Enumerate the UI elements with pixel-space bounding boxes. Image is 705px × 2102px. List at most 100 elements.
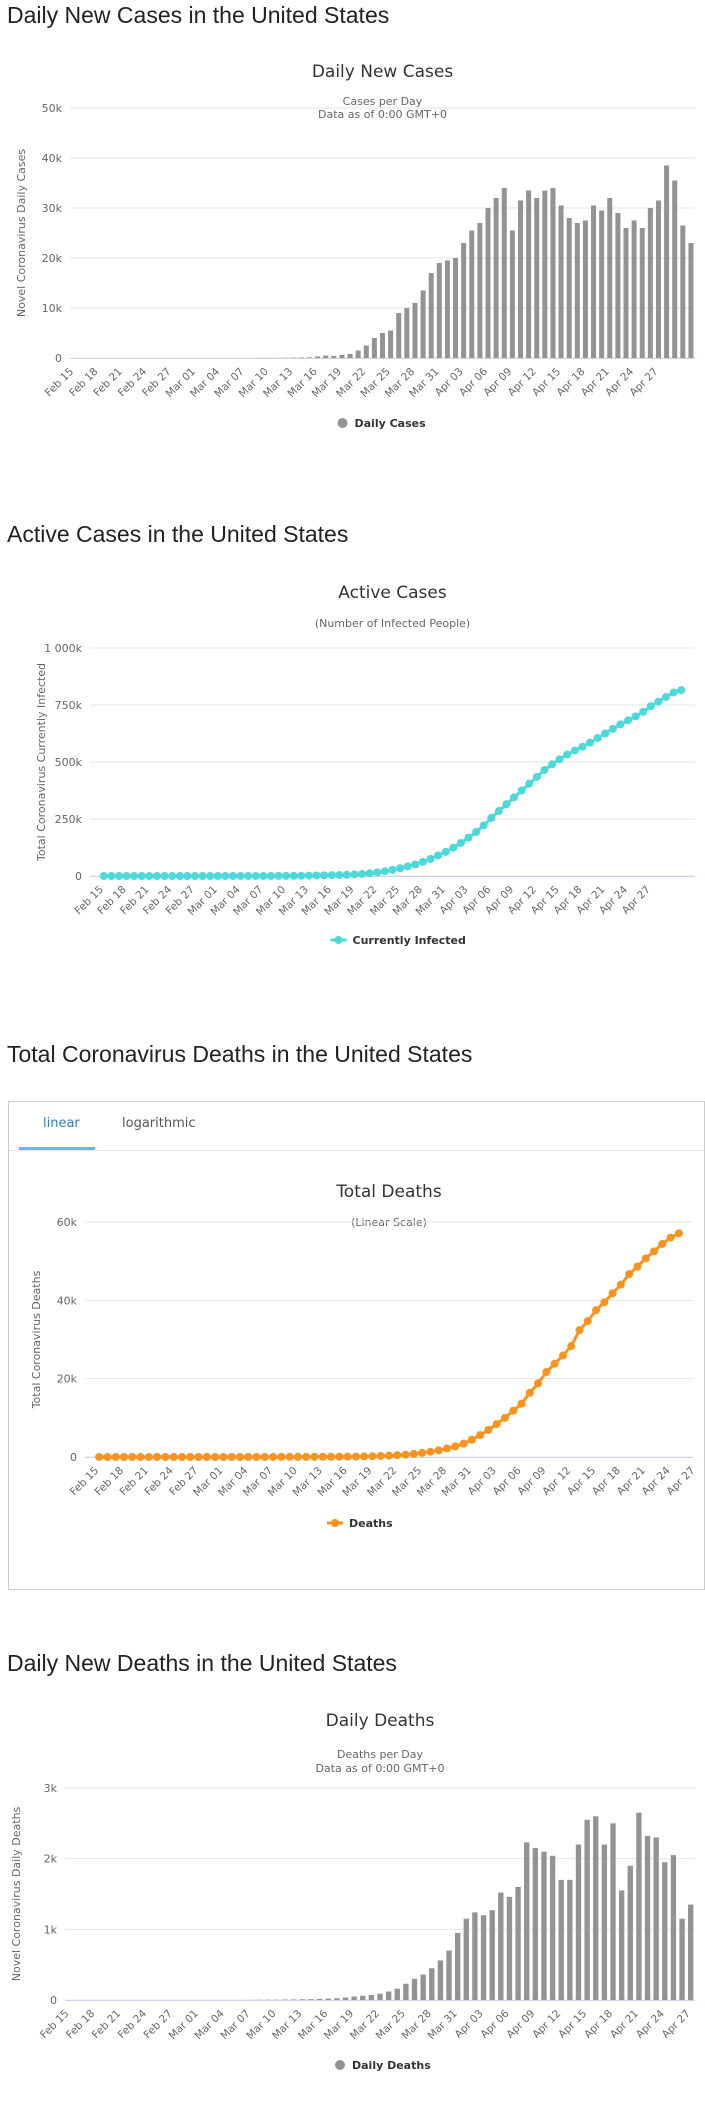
chart-subtitle: Data as of 0:00 GMT+0 <box>316 1762 445 1775</box>
data-point <box>252 1452 261 1461</box>
data-point <box>198 871 207 880</box>
bar <box>454 1932 461 2000</box>
bar <box>526 190 532 358</box>
data-point <box>476 1431 485 1440</box>
chart-title: Daily Deaths <box>326 1711 435 1731</box>
data-point <box>107 871 116 880</box>
data-point <box>99 871 108 880</box>
data-point <box>548 760 557 769</box>
y-axis-label: Novel Coronavirus Daily Cases <box>15 149 28 317</box>
data-point <box>426 1447 435 1456</box>
data-point <box>494 807 503 816</box>
data-point <box>555 755 564 764</box>
bar <box>593 1816 599 2000</box>
data-point <box>616 720 625 729</box>
data-point <box>442 1444 451 1453</box>
data-point <box>646 702 655 711</box>
bar <box>363 345 369 358</box>
bar <box>469 230 475 358</box>
data-point <box>293 1452 302 1461</box>
bar <box>394 1988 400 2000</box>
data-point <box>236 871 245 880</box>
tab-logarithmic[interactable]: logarithmic <box>122 1116 196 1131</box>
data-point <box>219 1453 228 1461</box>
chart-title: Total Deaths <box>335 1182 442 1202</box>
data-point <box>202 1453 211 1461</box>
data-point <box>401 1450 410 1459</box>
y-tick-label: 20k <box>42 252 63 265</box>
data-point <box>111 1453 120 1461</box>
y-tick-label: 1k <box>44 1923 58 1936</box>
data-point <box>194 1453 203 1461</box>
bar <box>493 198 499 358</box>
data-point <box>641 1254 650 1263</box>
y-tick-label: 1 000k <box>44 642 82 655</box>
bar <box>463 1918 469 2000</box>
bar <box>582 220 588 358</box>
bar <box>347 354 353 358</box>
data-point <box>160 871 169 880</box>
data-point <box>631 712 640 721</box>
x-tick-label: Mar 31 <box>425 2008 459 2042</box>
y-axis-label: Total Coronavirus Currently Infected <box>35 663 48 862</box>
data-point <box>662 693 671 702</box>
data-point <box>168 871 177 880</box>
data-point <box>376 1451 385 1460</box>
data-point <box>525 1388 534 1397</box>
data-point <box>358 869 367 878</box>
bar <box>550 188 556 358</box>
data-point <box>467 1435 476 1444</box>
tab-linear[interactable]: linear <box>43 1116 80 1131</box>
data-point <box>558 1351 567 1360</box>
bar <box>298 357 304 358</box>
bar <box>575 1844 582 2000</box>
y-axis-label: Total Coronavirus Deaths <box>30 1270 43 1409</box>
data-point <box>403 862 412 871</box>
data-point <box>418 1448 427 1457</box>
bar <box>610 1823 616 2000</box>
data-point <box>368 1452 377 1461</box>
data-point <box>517 786 526 795</box>
data-point <box>285 1452 294 1461</box>
data-point <box>282 871 291 880</box>
data-point <box>259 871 268 880</box>
daily-cases-section-title: Daily New Cases in the United States <box>7 2 390 28</box>
bar <box>334 1998 340 2000</box>
bar <box>517 200 524 358</box>
bar <box>342 1997 349 2000</box>
total-deaths-chart: Total Deaths(Linear Scale)020k40k60kTota… <box>30 1182 698 1530</box>
scale-tabs: linear logarithmic <box>9 1102 704 1151</box>
bar <box>323 355 329 358</box>
bar <box>549 1855 556 2000</box>
y-tick-label: 10k <box>42 302 63 315</box>
legend-label: Currently Infected <box>353 934 466 947</box>
data-point <box>161 1453 170 1461</box>
bar <box>607 198 613 358</box>
y-tick-label: 50k <box>42 102 63 115</box>
bar <box>377 1993 383 2000</box>
y-tick-label: 0 <box>50 1994 57 2007</box>
data-point <box>487 813 496 822</box>
data-point <box>335 1452 344 1461</box>
data-point <box>456 838 465 847</box>
data-point <box>502 800 511 809</box>
data-point <box>583 1317 592 1326</box>
data-point <box>654 697 663 706</box>
data-point <box>624 716 633 725</box>
bar <box>446 1950 452 2000</box>
bar <box>315 356 321 358</box>
bar <box>371 338 377 358</box>
bar <box>360 1995 366 2000</box>
bar <box>444 260 450 358</box>
bar <box>647 208 653 358</box>
data-point <box>426 854 435 863</box>
bar <box>636 1812 642 2000</box>
data-point <box>175 871 184 880</box>
data-point <box>484 1425 493 1434</box>
bar <box>627 1865 633 2000</box>
bar <box>355 350 361 358</box>
chart-title: Daily New Cases <box>312 62 454 82</box>
data-point <box>360 1452 369 1461</box>
data-point <box>136 1453 145 1461</box>
data-point <box>244 1452 253 1461</box>
